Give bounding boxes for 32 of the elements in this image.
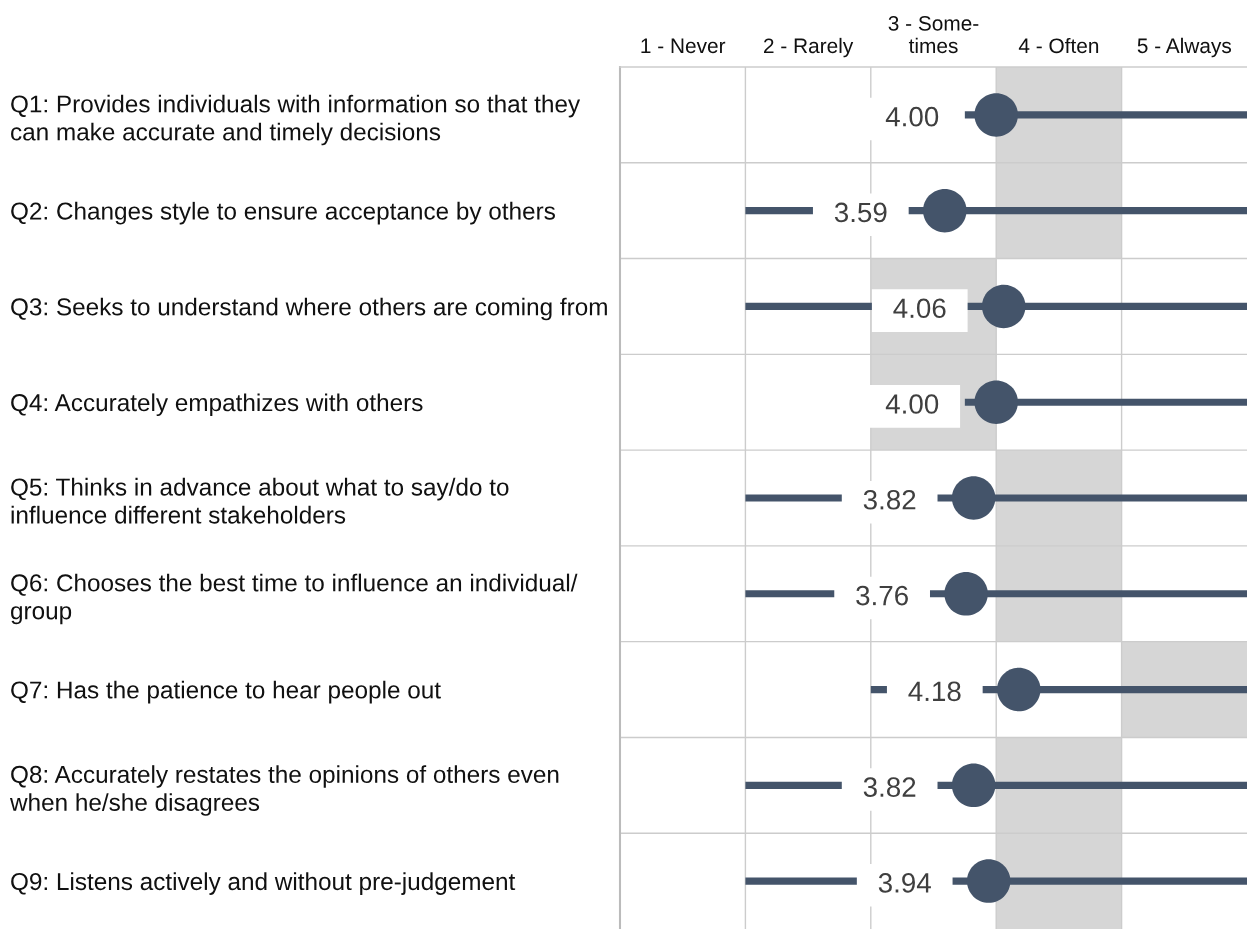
- y-tick-label: Q4: Accurately empathizes with others: [11, 393, 423, 417]
- data-label: 4.00: [885, 106, 939, 127]
- data-label: 3.59: [834, 202, 887, 223]
- point: [974, 380, 1018, 424]
- data-label: 4.00: [885, 394, 939, 414]
- data-label: 3.82: [863, 777, 916, 797]
- x-tick-label: 4 - Often: [1018, 37, 1099, 54]
- y-tick-label: Q6: Chooses the best time to influence an individual/ group: [11, 573, 578, 625]
- point: [997, 667, 1041, 712]
- y-tick-label: Q8: Accurately restates the opinions of others even when he/she disagrees: [9, 765, 559, 816]
- point: [951, 763, 996, 808]
- data-label: 3.82: [863, 489, 916, 510]
- data-label: 4.06: [893, 298, 946, 319]
- y-tick-label: Q9: Listens actively and without pre-judgement: [11, 872, 516, 895]
- point: [981, 284, 1026, 329]
- y-tick-label: Q3: Seeks to understand where others are coming from: [11, 297, 607, 321]
- point: [951, 476, 996, 520]
- data-label: 3.76: [856, 585, 908, 606]
- x-tick-label: 2 - Rarely: [764, 37, 854, 58]
- x-tick-label: 1 - Never: [641, 38, 726, 54]
- point: [944, 572, 988, 616]
- data-label: 4.18: [908, 681, 961, 702]
- y-tick-label: Q2: Changes style to ensure acceptance by others: [11, 201, 555, 225]
- point: [974, 93, 1018, 137]
- y-tick-label: Q1: Provides individuals with information so that they can make accurate and timely decisions: [11, 94, 581, 146]
- x-tick-label: 3 - Some- times: [888, 15, 979, 54]
- point: [966, 859, 1011, 903]
- data-label: 3.94: [878, 873, 931, 893]
- y-tick-label: Q7: Has the patience to hear people out: [11, 680, 441, 704]
- x-tick-label: 5 - Always: [1137, 37, 1232, 58]
- point: [923, 188, 967, 233]
- y-tick-label: Q5: Thinks in advance about what to say/do to influence different stakeholders: [11, 477, 509, 524]
